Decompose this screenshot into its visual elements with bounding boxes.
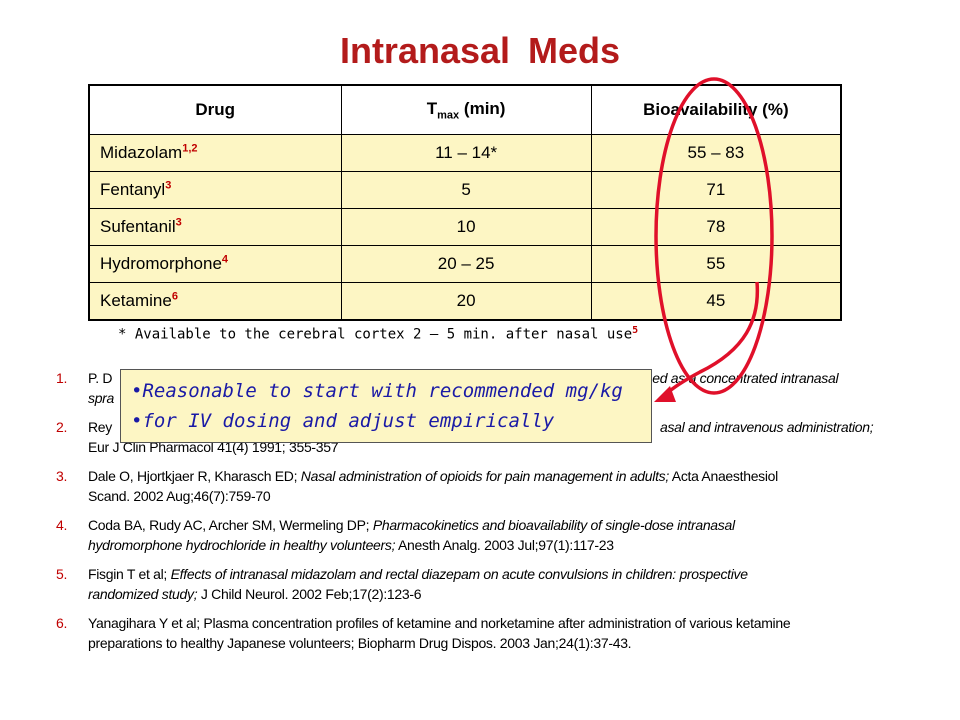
table-row: Sufentanil3 10 78 [88, 208, 842, 246]
bioavailability-cell: 55 – 83 [590, 134, 842, 172]
drug-name: Midazolam [100, 143, 183, 162]
reference-text-italic: ed as a concentrated intranasal [652, 370, 839, 386]
reference-text-italic: asal and intravenous administration; [660, 419, 874, 435]
drug-reference: 3 [175, 216, 182, 229]
header-tmax-sub: max [437, 109, 460, 122]
reference-number: 4. [56, 517, 68, 533]
callout-line: •for IV dosing and adjust empirically [131, 410, 555, 432]
reference-text-journal: Acta Anaesthesiol [668, 468, 779, 484]
header-tmax-unit: (min) [459, 98, 506, 118]
reference-text-line2: spra [88, 390, 115, 406]
reference-text-line2: Anesth Analg. 2003 Jul;97(1):117-23 [395, 537, 614, 553]
footnote-text: * Available to the cerebral cortex 2 – 5… [118, 326, 633, 343]
callout-box: •Reasonable to start with recommended mg… [120, 369, 652, 443]
footnote: * Available to the cerebral cortex 2 – 5… [118, 325, 638, 343]
reference-text-italic-line2: randomized study; [88, 586, 198, 602]
bioavailability-cell: 78 [590, 208, 842, 246]
reference-text: Fisgin T et al; [88, 566, 171, 582]
reference-text-line2: Scand. 2002 Aug;46(7):759-70 [88, 488, 271, 504]
reference-item: 5. Fisgin T et al; Effects of intranasal… [56, 564, 896, 604]
table-row: Midazolam1,2 11 – 14* 55 – 83 [88, 134, 842, 172]
drug-name: Ketamine [100, 291, 172, 310]
drug-name: Hydromorphone [100, 254, 222, 273]
reference-list: 1. P. D ed as a concentrated intranasal s… [56, 368, 896, 662]
tmax-cell: 5 [340, 171, 592, 209]
tmax-cell: 20 – 25 [340, 245, 592, 283]
header-drug: Drug [88, 84, 342, 135]
footnote-reference: 5 [632, 325, 639, 336]
drug-name: Sufentanil [100, 217, 176, 236]
tmax-cell: 10 [340, 208, 592, 246]
tmax-cell: 11 – 14* [340, 134, 592, 172]
reference-text-line2: preparations to healthy Japanese volunte… [88, 635, 632, 651]
reference-number: 1. [56, 370, 68, 386]
bioavailability-cell: 45 [590, 282, 842, 321]
reference-text-line2: Eur J Clin Pharmacol 41(4) 1991; 355-357 [88, 439, 339, 455]
drug-reference: 6 [171, 290, 178, 303]
callout-line: •Reasonable to start with recommended mg… [131, 380, 623, 402]
bioavailability-cell: 71 [590, 171, 842, 209]
drug-table: Drug Tmax (min) Bioavailability (%) Mida… [88, 84, 842, 321]
reference-text: P. D [88, 370, 113, 386]
reference-number: 6. [56, 615, 68, 631]
reference-text-italic: Pharmacokinetics and bioavailability of … [372, 517, 735, 533]
reference-text: Coda BA, Rudy AC, Archer SM, Wermeling D… [88, 517, 373, 533]
drug-name-cell: Hydromorphone4 [88, 245, 342, 283]
bioavailability-cell: 55 [590, 245, 842, 283]
reference-item: 3. Dale O, Hjortkjaer R, Kharasch ED; Na… [56, 466, 896, 506]
reference-item: 6. Yanagihara Y et al; Plasma concentrat… [56, 613, 896, 653]
drug-reference: 4 [221, 253, 229, 266]
reference-item: 4. Coda BA, Rudy AC, Archer SM, Wermelin… [56, 515, 896, 555]
drug-name-cell: Midazolam1,2 [88, 134, 342, 172]
drug-name: Fentanyl [100, 180, 166, 199]
reference-text-italic: Effects of intranasal midazolam and rect… [170, 566, 748, 582]
table-header-row: Drug Tmax (min) Bioavailability (%) [88, 84, 842, 135]
drug-name-cell: Ketamine6 [88, 282, 342, 321]
drug-reference: 3 [165, 179, 172, 192]
drug-name-cell: Fentanyl3 [88, 171, 342, 209]
reference-text-italic-line2: hydromorphone hydrochloride in healthy v… [88, 537, 396, 553]
reference-text-italic: Nasal administration of opioids for pain… [300, 468, 669, 484]
table-row: Ketamine6 20 45 [88, 282, 842, 321]
header-tmax-t: T [426, 98, 438, 118]
table-row: Fentanyl3 5 71 [88, 171, 842, 209]
drug-reference: 1,2 [182, 142, 198, 155]
reference-number: 5. [56, 566, 68, 582]
table-row: Hydromorphone4 20 – 25 55 [88, 245, 842, 283]
reference-number: 3. [56, 468, 68, 484]
reference-text: Yanagihara Y et al; Plasma concentration… [88, 615, 791, 631]
reference-number: 2. [56, 419, 68, 435]
header-bioavailability: Bioavailability (%) [590, 84, 842, 135]
reference-text: Dale O, Hjortkjaer R, Kharasch ED; [88, 468, 301, 484]
slide-title: Intranasal Meds [339, 30, 621, 71]
header-tmax: Tmax (min) [340, 84, 592, 135]
tmax-cell: 20 [340, 282, 592, 321]
drug-name-cell: Sufentanil3 [88, 208, 342, 246]
reference-text: Rey [88, 419, 112, 435]
reference-text-line2: J Child Neurol. 2002 Feb;17(2):123-6 [197, 586, 422, 602]
reference-item: 2. Rey asal and intravenous administratio… [56, 417, 896, 457]
